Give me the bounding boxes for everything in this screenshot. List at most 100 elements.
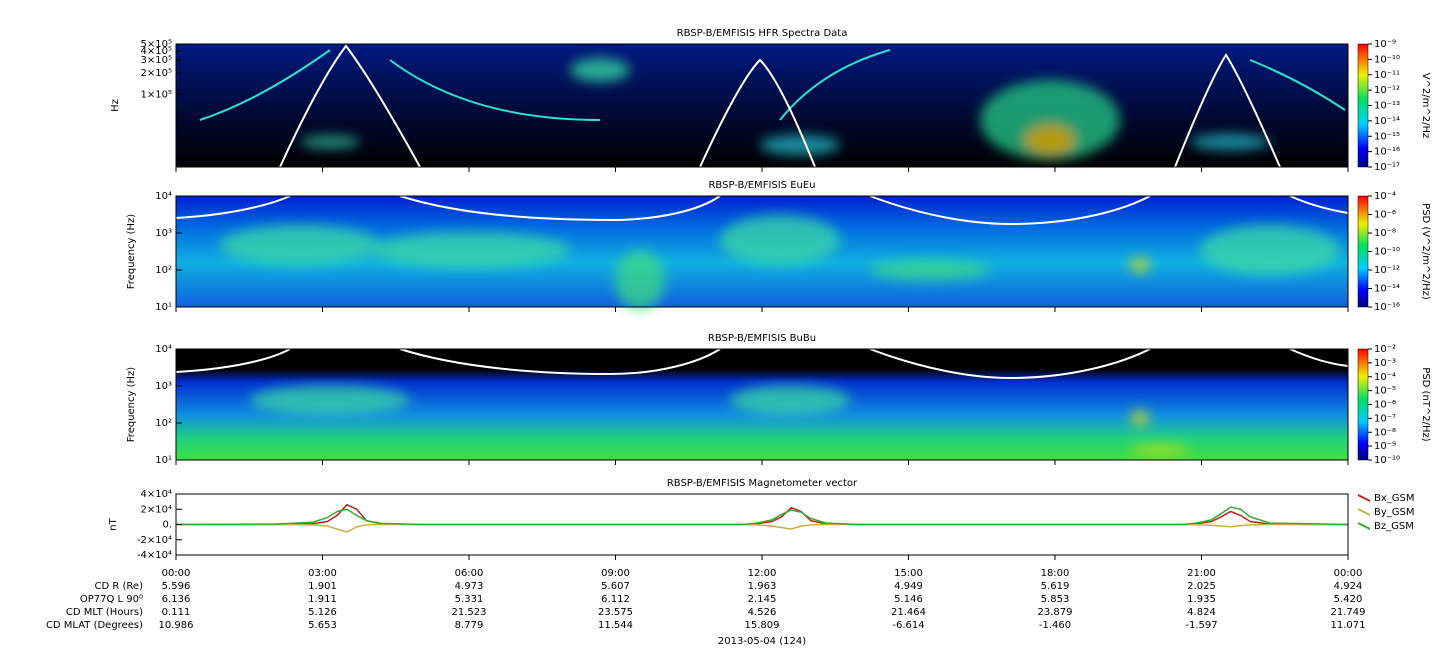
spectrogram-image [175,44,1349,460]
ephemeris-value: 4.526 [748,607,777,618]
y-tick-label: 10¹ [155,455,172,466]
colorbar-tick-label: 10⁻⁴ [1374,191,1396,202]
ephemeris-value: 5.126 [308,607,337,618]
colorbar-tick-label: 10⁻¹⁰ [1374,247,1400,258]
ephemeris-value: 23.879 [1038,607,1073,618]
ephemeris-value: 5.619 [1041,581,1070,592]
x-tick-label: 18:00 [1041,568,1070,579]
y-tick-label: 10³ [155,381,172,392]
y-tick-label: 1×10⁵ [141,90,172,101]
legend-label: By_GSM [1374,507,1415,518]
colorbar-tick-label: 10⁻¹⁶ [1374,302,1400,313]
colorbar-tick-label: 10⁻¹² [1374,85,1400,96]
panel-title: RBSP-B/EMFISIS BuBu [708,333,816,344]
colorbar-tick-label: 10⁻¹⁷ [1374,162,1400,173]
y-tick-label: 10³ [155,228,172,239]
colorbar-tick-label: 10⁻³ [1374,358,1396,369]
ephemeris-value: 21.749 [1331,607,1366,618]
colorbar-tick-label: 10⁻¹⁶ [1374,147,1400,158]
colorbar-tick-label: 10⁻⁹ [1374,39,1396,50]
colorbar-label: V^2/m^2/Hz [1420,73,1431,139]
colorbar [1357,43,1369,168]
x-tick-label: 12:00 [748,568,777,579]
y-axis-label: Hz [110,99,121,112]
colorbar [1357,348,1369,461]
x-tick-label: 03:00 [308,568,337,579]
colorbar-tick-label: 10⁻⁴ [1374,372,1396,383]
y-axis-label: nT [108,517,119,530]
line-series [175,506,1349,526]
ephemeris-value: -1.597 [1185,620,1217,631]
colorbar-tick-label: 10⁻⁶ [1374,210,1396,221]
ephemeris-value: 11.544 [598,620,633,631]
ephemeris-value: -6.614 [892,620,924,631]
y-tick-label: 2×10⁴ [141,504,172,515]
ephemeris-value: 8.779 [455,620,484,631]
ephemeris-value: 4.924 [1334,581,1363,592]
colorbar-tick-label: 10⁻¹² [1374,265,1400,276]
ephemeris-value: 15.809 [745,620,780,631]
colorbar-tick-label: 10⁻¹⁴ [1374,284,1400,295]
colorbar-tick-label: 10⁻⁶ [1374,400,1396,411]
ephemeris-value: 21.523 [452,607,487,618]
ephemeris-value: 1.911 [308,594,337,605]
ephemeris-value: 5.653 [308,620,337,631]
y-tick-label: 10² [155,265,172,276]
colorbar-label: PSD (V^2/m^2/Hz) [1420,203,1431,300]
y-tick-label: 10⁴ [155,191,172,202]
ephemeris-value: 2.145 [748,594,777,605]
colorbar-tick-label: 10⁻⁹ [1374,441,1396,452]
colorbar-tick-label: 10⁻⁸ [1374,228,1396,239]
colorbar-tick-label: 10⁻⁵ [1374,386,1396,397]
ephemeris-value: 11.071 [1331,620,1366,631]
x-axis-label: 2013-05-04 (124) [718,636,806,647]
y-tick-label: 10² [155,418,172,429]
colorbar-tick-label: 10⁻¹⁰ [1374,455,1400,466]
y-axis-label: Frequency (Hz) [126,214,137,290]
ephemeris-value: 5.607 [601,581,630,592]
y-tick-label: 4×10⁵ [141,46,172,57]
y-tick-label: -2×10⁴ [137,535,172,546]
ephemeris-label: CD MLT (Hours) [66,607,143,618]
colorbar-tick-label: 10⁻¹⁰ [1374,54,1400,65]
legend-swatch [1357,522,1371,530]
colorbar-label: PSD (nT^2/Hz) [1420,367,1431,441]
ephemeris-value: 4.973 [455,581,484,592]
x-tick-label: 21:00 [1187,568,1216,579]
x-tick-label: 06:00 [455,568,484,579]
ephemeris-value: 5.853 [1041,594,1070,605]
ephemeris-value: 6.136 [162,594,191,605]
legend-swatch [1357,494,1371,502]
y-tick-label: 4×10⁴ [141,489,172,500]
colorbar-tick-label: 10⁻¹³ [1374,101,1400,112]
ephemeris-value: 1.963 [748,581,777,592]
y-tick-label: 5×10⁵ [141,39,172,50]
colorbar-tick-label: 10⁻⁷ [1374,413,1396,424]
panel-title: RBSP-B/EMFISIS Magnetometer vector [667,478,858,489]
y-tick-label: 2×10⁵ [141,68,172,79]
y-tick-label: 3×10⁵ [141,55,172,66]
line-series [176,523,1348,533]
colorbar-tick-label: 10⁻¹¹ [1374,70,1400,81]
legend-label: Bx_GSM [1374,493,1415,504]
ephemeris-label: CD R (Re) [95,581,144,592]
ephemeris-value: 2.025 [1187,581,1216,592]
y-tick-label: -4×10⁴ [137,550,172,561]
ephemeris-value: 4.949 [894,581,923,592]
y-axis-label: Frequency (Hz) [126,367,137,443]
ephemeris-value: 1.935 [1187,594,1216,605]
panel-title: RBSP-B/EMFISIS HFR Spectra Data [677,28,848,39]
y-tick-label: 10¹ [155,302,172,313]
colorbar-tick-label: 10⁻¹⁴ [1374,116,1400,127]
x-tick-label: 15:00 [894,568,923,579]
colorbar-tick-label: 10⁻⁸ [1374,427,1396,438]
ephemeris-value: 10.986 [159,620,194,631]
colorbar-tick-label: 10⁻¹⁵ [1374,131,1400,142]
ephemeris-value: 21.464 [891,607,926,618]
ephemeris-value: 0.111 [162,607,191,618]
ephemeris-value: 5.331 [455,594,484,605]
ephemeris-label: OP77Q L 90⁰ [80,594,143,605]
ephemeris-value: 5.596 [162,581,191,592]
colorbar [1357,195,1369,308]
